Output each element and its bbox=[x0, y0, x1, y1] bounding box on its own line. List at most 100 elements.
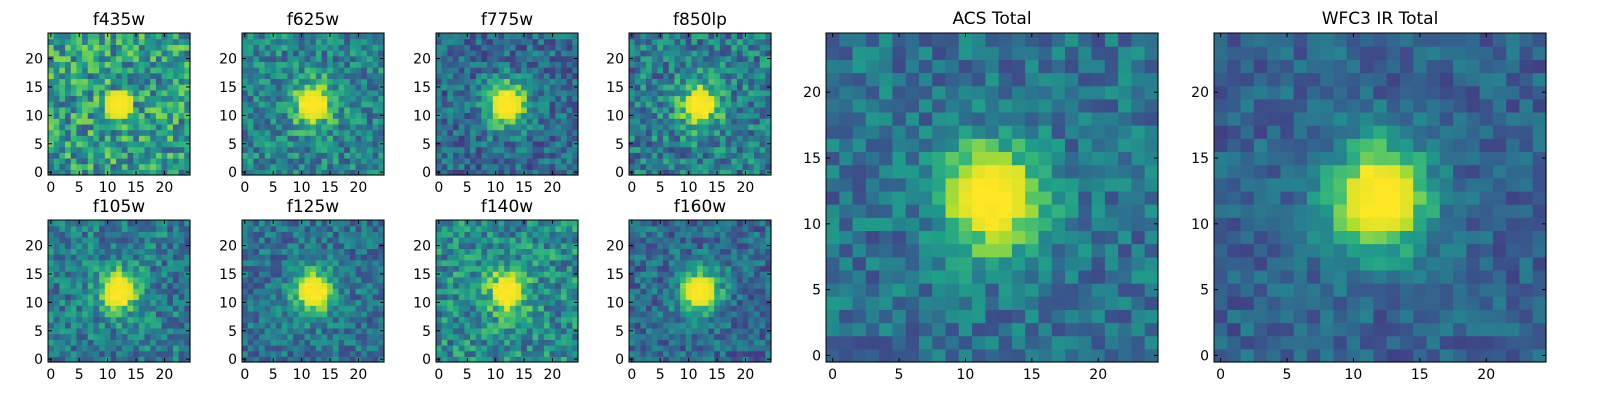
heatmap-cell bbox=[327, 288, 334, 295]
heatmap-cell bbox=[242, 106, 249, 114]
heatmap-cell bbox=[646, 106, 653, 114]
heatmap-cell bbox=[441, 146, 448, 153]
heatmap-cell bbox=[532, 118, 539, 125]
heatmap-cell bbox=[65, 169, 72, 176]
heatmap-cell bbox=[253, 254, 260, 261]
heatmap-cell bbox=[281, 129, 289, 136]
heatmap-cell bbox=[498, 163, 505, 170]
heatmap-cell bbox=[247, 129, 254, 136]
heatmap-cell bbox=[361, 356, 368, 363]
heatmap-cell bbox=[247, 276, 254, 284]
heatmap-cell bbox=[731, 55, 738, 62]
heatmap-cell bbox=[253, 72, 260, 80]
heatmap-cell bbox=[441, 282, 448, 289]
heatmap-cell bbox=[276, 339, 283, 346]
heatmap-cell bbox=[515, 220, 522, 227]
heatmap-cell bbox=[441, 237, 448, 244]
heatmap-cell bbox=[87, 316, 95, 323]
heatmap-cell bbox=[765, 135, 772, 142]
heatmap-cell bbox=[332, 152, 340, 159]
heatmap-cell bbox=[161, 61, 168, 68]
heatmap-cell bbox=[685, 106, 693, 114]
heatmap-cell bbox=[184, 220, 191, 227]
heatmap-cell bbox=[172, 248, 180, 255]
heatmap-cell bbox=[725, 78, 732, 85]
heatmap-cell bbox=[281, 38, 289, 45]
heatmap-cell bbox=[155, 106, 163, 114]
heatmap-cell bbox=[349, 72, 357, 80]
heatmap-cell bbox=[453, 293, 460, 301]
heatmap-cell bbox=[526, 265, 534, 272]
heatmap-cell bbox=[475, 316, 483, 323]
heatmap-cell bbox=[93, 135, 100, 142]
heatmap-cell bbox=[276, 169, 283, 176]
heatmap-cell bbox=[338, 344, 345, 352]
heatmap-cell bbox=[344, 248, 351, 255]
heatmap-cell bbox=[538, 38, 545, 45]
heatmap-cell bbox=[640, 84, 647, 91]
heatmap-cell bbox=[492, 225, 500, 232]
heatmap-cell bbox=[259, 356, 266, 363]
heatmap-cell bbox=[492, 140, 500, 148]
heatmap-cell bbox=[532, 129, 539, 136]
heatmap-cell bbox=[247, 316, 254, 323]
heatmap-cell bbox=[447, 316, 454, 323]
heatmap-cell bbox=[481, 333, 488, 340]
heatmap-cell bbox=[99, 237, 106, 244]
heatmap-cell bbox=[629, 95, 636, 102]
heatmap-cell bbox=[498, 288, 505, 295]
heatmap-cell bbox=[366, 299, 374, 306]
heatmap-cell bbox=[549, 316, 556, 323]
heatmap-cell bbox=[504, 95, 511, 102]
heatmap-cell bbox=[549, 89, 556, 97]
heatmap-cell bbox=[172, 305, 180, 312]
heatmap-cell bbox=[138, 157, 146, 165]
heatmap-cell bbox=[526, 38, 534, 45]
heatmap-cell bbox=[668, 310, 676, 318]
heatmap-cell bbox=[242, 101, 249, 108]
heatmap-cell bbox=[110, 350, 117, 357]
heatmap-cell bbox=[110, 248, 117, 255]
panel-f435w: f435w 0 5 10 15 20 0 5 10 15 20 bbox=[25, 10, 191, 196]
heatmap-cell bbox=[680, 327, 687, 335]
heatmap-cell bbox=[332, 50, 340, 57]
heatmap-cell bbox=[708, 299, 715, 306]
heatmap-cell bbox=[116, 157, 123, 165]
heatmap-cell bbox=[116, 242, 123, 249]
heatmap-cell bbox=[753, 146, 761, 153]
heatmap-cell bbox=[464, 327, 471, 335]
heatmap-cell bbox=[702, 44, 710, 51]
heatmap-cell bbox=[338, 169, 345, 176]
heatmap-cell bbox=[640, 169, 647, 176]
heatmap-cell bbox=[515, 169, 522, 176]
heatmap-cell bbox=[555, 225, 562, 232]
heatmap-cell bbox=[526, 293, 534, 301]
heatmap-cell bbox=[344, 101, 351, 108]
heatmap-cell bbox=[121, 316, 129, 323]
heatmap-cell bbox=[475, 254, 483, 261]
heatmap-cell bbox=[155, 118, 163, 125]
heatmap-cell bbox=[742, 316, 749, 323]
heatmap-cell bbox=[481, 112, 488, 119]
heatmap-cell bbox=[242, 254, 249, 261]
heatmap-cell bbox=[178, 61, 185, 68]
heatmap-cell bbox=[560, 231, 568, 238]
heatmap-cell bbox=[475, 276, 483, 284]
heatmap-cell bbox=[65, 242, 72, 249]
heatmap-cell bbox=[59, 78, 66, 85]
heatmap-cell bbox=[532, 305, 539, 312]
heatmap-cell bbox=[133, 89, 140, 97]
heatmap-cell bbox=[293, 242, 300, 249]
heatmap-cell bbox=[441, 293, 448, 301]
heatmap-cell bbox=[144, 118, 151, 125]
heatmap-cell bbox=[447, 169, 454, 176]
heatmap-cell bbox=[572, 259, 579, 267]
heatmap-cell bbox=[651, 299, 658, 306]
heatmap-cell bbox=[515, 146, 522, 153]
heatmap-cell bbox=[492, 89, 500, 97]
heatmap-cell bbox=[515, 310, 522, 318]
heatmap-cell bbox=[458, 157, 465, 165]
heatmap-cell bbox=[504, 84, 511, 91]
heatmap-cell bbox=[349, 123, 357, 131]
heatmap-cell bbox=[515, 265, 522, 272]
